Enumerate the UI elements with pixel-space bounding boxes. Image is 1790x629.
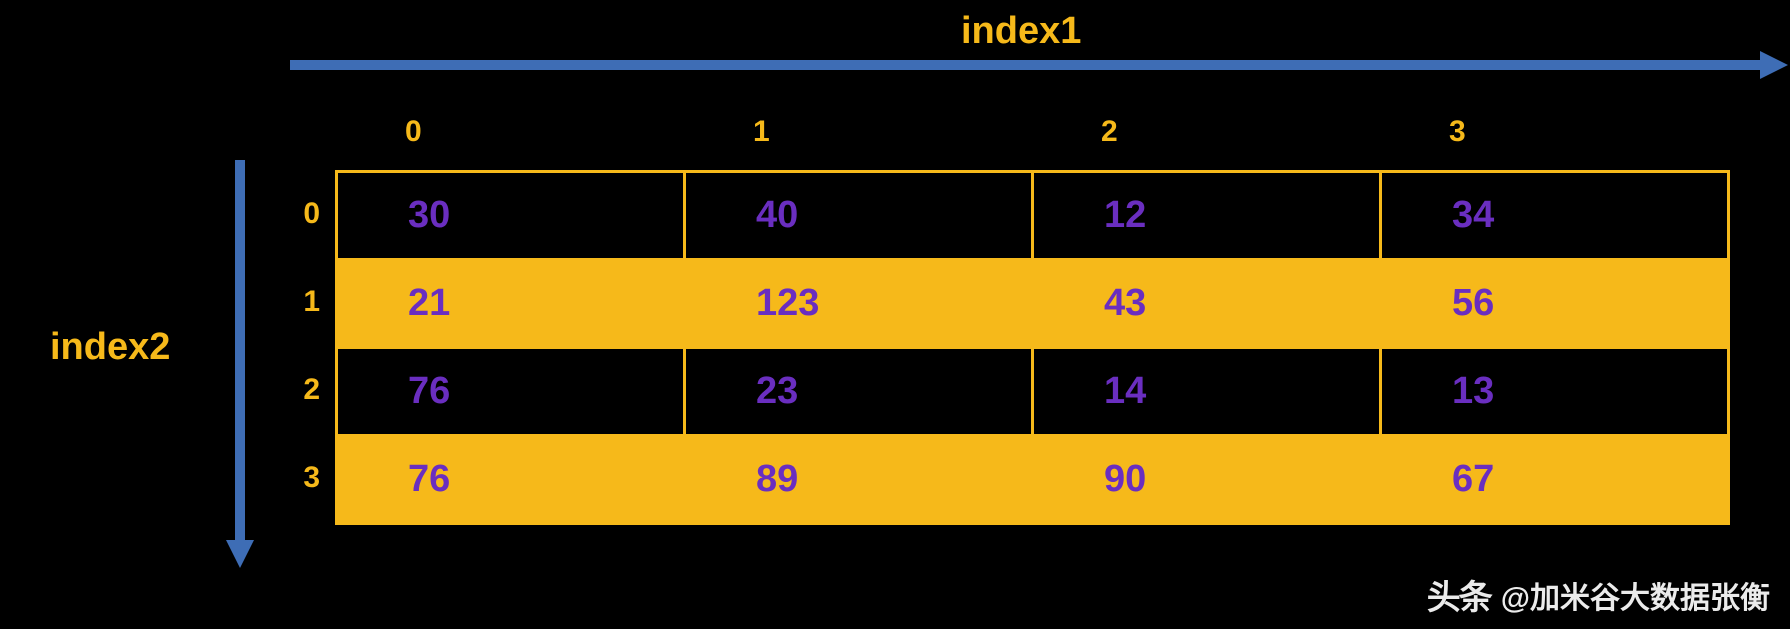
- row-header: 0: [280, 170, 320, 258]
- arrow-right-icon: [290, 37, 1788, 93]
- table-cell: 123: [685, 260, 1033, 348]
- table-cell: 67: [1381, 436, 1729, 524]
- table-cell: 43: [1033, 260, 1381, 348]
- row-header: 2: [280, 346, 320, 434]
- table-cell: 90: [1033, 436, 1381, 524]
- watermark: 头条 @加米谷大数据张衡: [1427, 570, 1770, 619]
- table-cell: 21: [337, 260, 685, 348]
- table-cell: 76: [337, 348, 685, 436]
- table-cell: 89: [685, 436, 1033, 524]
- table-row: 30401234: [337, 172, 1729, 260]
- table-row: 76899067: [337, 436, 1729, 524]
- table-cell: 13: [1381, 348, 1729, 436]
- matrix-table: 304012342112343567623141376899067: [335, 170, 1730, 525]
- table-row: 211234356: [337, 260, 1729, 348]
- table-cell: 14: [1033, 348, 1381, 436]
- column-header: 3: [1379, 115, 1727, 149]
- table-cell: 12: [1033, 172, 1381, 260]
- table-cell: 30: [337, 172, 685, 260]
- axis-label-index2: index2: [50, 326, 170, 369]
- watermark-logo: 头条: [1427, 570, 1491, 619]
- column-headers: 0123: [335, 115, 1727, 149]
- column-header: 2: [1031, 115, 1379, 149]
- watermark-text: @加米谷大数据张衡: [1501, 573, 1770, 617]
- row-header: 1: [280, 258, 320, 346]
- column-header: 0: [335, 115, 683, 149]
- table-cell: 34: [1381, 172, 1729, 260]
- table-cell: 23: [685, 348, 1033, 436]
- arrow-down-icon: [212, 160, 268, 568]
- column-header: 1: [683, 115, 1031, 149]
- row-header: 3: [280, 434, 320, 522]
- table-cell: 76: [337, 436, 685, 524]
- table-cell: 40: [685, 172, 1033, 260]
- row-headers: 0123: [280, 170, 320, 522]
- table-cell: 56: [1381, 260, 1729, 348]
- table-row: 76231413: [337, 348, 1729, 436]
